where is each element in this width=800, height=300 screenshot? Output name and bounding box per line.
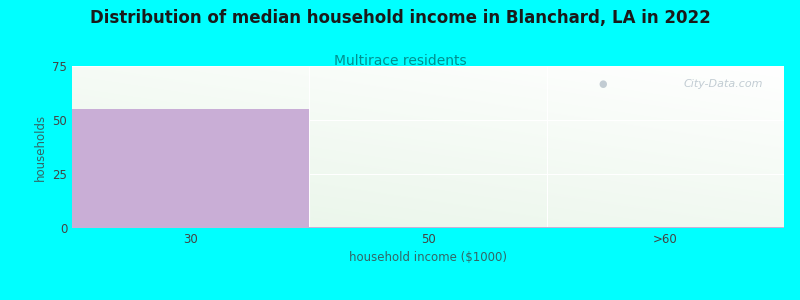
Text: ●: ● — [599, 79, 607, 89]
Text: Multirace residents: Multirace residents — [334, 54, 466, 68]
Bar — [546, 227, 784, 228]
Bar — [310, 227, 546, 228]
Text: City-Data.com: City-Data.com — [683, 79, 762, 89]
Y-axis label: households: households — [34, 113, 46, 181]
Text: Distribution of median household income in Blanchard, LA in 2022: Distribution of median household income … — [90, 9, 710, 27]
X-axis label: household income ($1000): household income ($1000) — [349, 251, 507, 264]
Bar — [72, 109, 310, 228]
